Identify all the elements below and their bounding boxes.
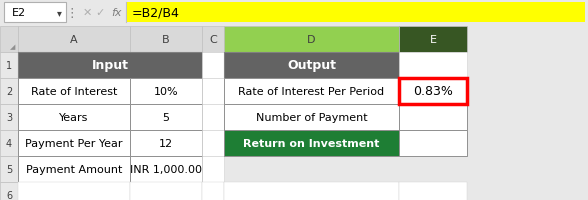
Text: 10%: 10% bbox=[153, 87, 178, 97]
Text: 0.83%: 0.83% bbox=[413, 85, 453, 98]
Text: 3: 3 bbox=[6, 112, 12, 122]
Text: Input: Input bbox=[92, 59, 129, 72]
Text: 1: 1 bbox=[6, 61, 12, 71]
Text: Rate of Interest: Rate of Interest bbox=[31, 87, 117, 97]
Bar bbox=[224, 182, 399, 200]
Text: =B2/B4: =B2/B4 bbox=[132, 6, 180, 19]
Bar bbox=[4, 3, 66, 23]
Bar bbox=[399, 79, 467, 104]
Bar bbox=[127, 3, 585, 23]
Text: Payment Amount: Payment Amount bbox=[26, 164, 122, 174]
Bar bbox=[130, 130, 202, 156]
Text: B: B bbox=[162, 35, 170, 45]
Text: Output: Output bbox=[287, 59, 336, 72]
Bar bbox=[224, 79, 399, 104]
Bar bbox=[202, 182, 224, 200]
Bar bbox=[18, 27, 130, 53]
Text: ✓: ✓ bbox=[95, 8, 105, 18]
Text: ◢: ◢ bbox=[9, 44, 15, 50]
Bar bbox=[202, 130, 224, 156]
Text: ✕: ✕ bbox=[82, 8, 92, 18]
Text: E: E bbox=[429, 35, 436, 45]
Text: 12: 12 bbox=[159, 138, 173, 148]
Bar bbox=[399, 104, 467, 130]
Bar bbox=[18, 182, 130, 200]
Bar bbox=[130, 104, 202, 130]
Bar bbox=[0, 182, 18, 200]
Bar bbox=[130, 27, 202, 53]
Text: E2: E2 bbox=[12, 8, 26, 18]
Bar bbox=[0, 130, 18, 156]
Text: Years: Years bbox=[59, 112, 89, 122]
Text: Number of Payment: Number of Payment bbox=[256, 112, 368, 122]
Text: C: C bbox=[209, 35, 217, 45]
Text: Rate of Interest Per Period: Rate of Interest Per Period bbox=[239, 87, 385, 97]
Text: Return on Investment: Return on Investment bbox=[243, 138, 380, 148]
Text: ▾: ▾ bbox=[56, 8, 61, 18]
Text: 6: 6 bbox=[6, 190, 12, 200]
Bar bbox=[18, 104, 130, 130]
Text: 5: 5 bbox=[6, 164, 12, 174]
Bar bbox=[399, 182, 467, 200]
Text: Payment Per Year: Payment Per Year bbox=[25, 138, 123, 148]
Text: ⋮: ⋮ bbox=[66, 6, 78, 19]
Bar bbox=[202, 79, 224, 104]
Bar bbox=[202, 27, 224, 53]
Bar bbox=[224, 104, 399, 130]
Bar bbox=[0, 27, 18, 53]
Bar bbox=[0, 53, 18, 79]
Text: 5: 5 bbox=[162, 112, 169, 122]
Bar bbox=[0, 0, 588, 26]
Bar bbox=[130, 182, 202, 200]
Bar bbox=[0, 79, 18, 104]
Bar bbox=[130, 79, 202, 104]
Bar bbox=[224, 130, 399, 156]
Bar bbox=[202, 104, 224, 130]
Bar bbox=[399, 53, 467, 79]
Bar bbox=[202, 53, 224, 79]
Text: 4: 4 bbox=[6, 138, 12, 148]
Bar bbox=[130, 156, 202, 182]
Bar bbox=[127, 3, 585, 23]
Bar bbox=[399, 130, 467, 156]
Bar bbox=[18, 53, 202, 79]
Text: 2: 2 bbox=[6, 87, 12, 97]
Bar bbox=[0, 104, 18, 130]
Text: A: A bbox=[70, 35, 78, 45]
Bar bbox=[18, 79, 130, 104]
Bar bbox=[202, 156, 224, 182]
Text: fx: fx bbox=[111, 8, 121, 18]
Bar bbox=[224, 53, 399, 79]
Bar bbox=[18, 156, 130, 182]
Bar bbox=[0, 156, 18, 182]
Bar bbox=[399, 27, 467, 53]
Bar bbox=[224, 27, 399, 53]
Bar bbox=[399, 79, 467, 104]
Text: D: D bbox=[308, 35, 316, 45]
Text: INR 1,000.00: INR 1,000.00 bbox=[130, 164, 202, 174]
Bar bbox=[18, 130, 130, 156]
